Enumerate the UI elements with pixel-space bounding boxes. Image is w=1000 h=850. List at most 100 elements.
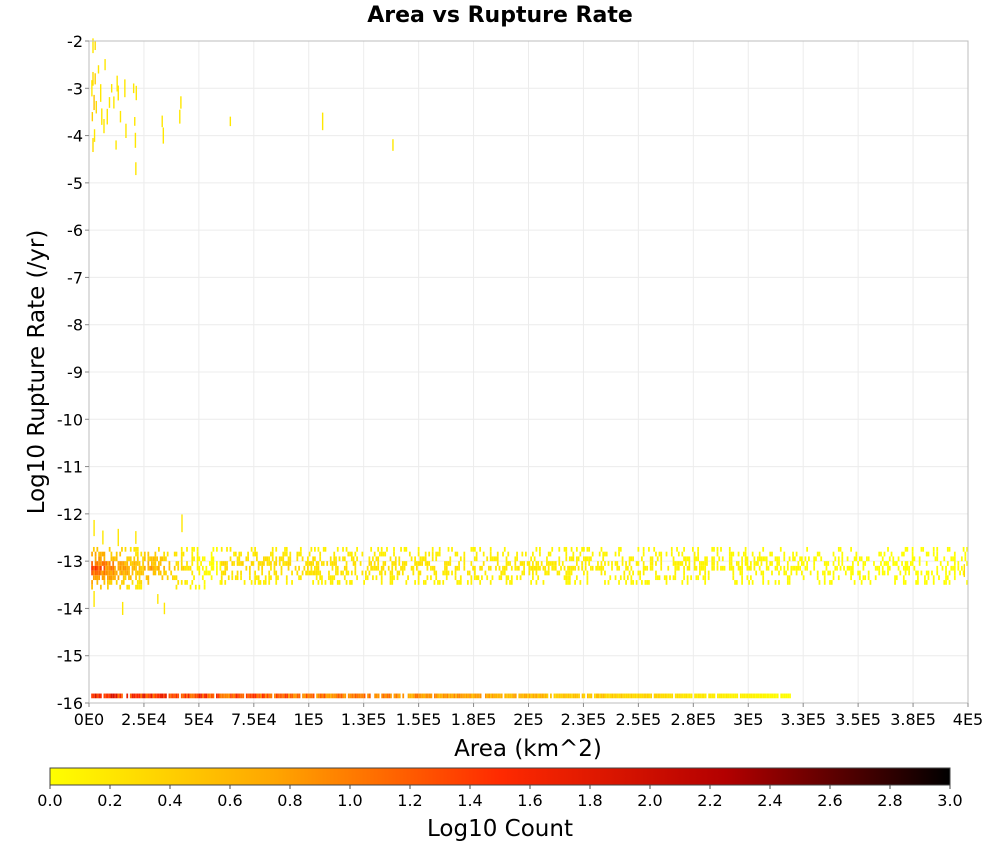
heatmap-cell [892, 561, 895, 566]
x-tick-label: 2.3E5 [561, 710, 607, 729]
heatmap-cell [430, 575, 432, 581]
heatmap-cell [303, 565, 306, 571]
heatmap-cell [187, 565, 190, 571]
heatmap-cell [124, 565, 127, 571]
heatmap-cell [883, 551, 886, 557]
heatmap-cell [786, 561, 789, 566]
heatmap-cell [287, 561, 290, 566]
heatmap-cell [101, 551, 104, 557]
heatmap-cell [152, 556, 155, 562]
heatmap-cell [727, 693, 730, 699]
heatmap-cell [549, 561, 552, 566]
heatmap-cell [135, 584, 137, 590]
heatmap-cell [149, 556, 151, 562]
heatmap-cell [608, 693, 610, 699]
heatmap-cell [347, 693, 350, 699]
heatmap-cell [557, 693, 559, 699]
heatmap-cell [180, 580, 183, 585]
heatmap-cell [521, 693, 524, 699]
heatmap-cell [607, 561, 610, 566]
heatmap-cell [345, 561, 348, 566]
heatmap-cell [275, 546, 278, 552]
heatmap-cell [499, 693, 501, 699]
x-tick-label: 2.5E4 [121, 710, 167, 729]
heatmap-cell [488, 565, 490, 571]
heatmap-cell [818, 580, 821, 585]
heatmap-cell [268, 561, 271, 566]
heatmap-cell [182, 693, 185, 699]
heatmap-cell [583, 693, 586, 699]
heatmap-cell [314, 546, 316, 552]
heatmap-cell [231, 570, 234, 576]
heatmap-cell [124, 546, 127, 552]
heatmap-cell [837, 575, 840, 581]
heatmap-cell [240, 693, 243, 699]
heatmap-cell [611, 565, 613, 571]
heatmap-cell [275, 561, 278, 566]
heatmap-cell [697, 693, 700, 699]
heatmap-cell [315, 565, 318, 571]
heatmap-cell [604, 693, 607, 699]
heatmap-cell [779, 546, 782, 552]
heatmap-cell [379, 570, 381, 576]
heatmap-cell [449, 556, 452, 562]
heatmap-cell [641, 580, 643, 585]
heatmap-cell [156, 556, 159, 562]
heatmap-cell [317, 693, 320, 699]
heatmap-cell [437, 551, 439, 557]
heatmap-cell [728, 551, 731, 557]
heatmap-cell [911, 551, 914, 557]
heatmap-cell [908, 570, 910, 576]
heatmap-cell [343, 565, 346, 571]
heatmap-cell [266, 561, 269, 566]
heatmap-cell [347, 570, 350, 576]
heatmap-cell [438, 551, 441, 557]
heatmap-cell [827, 561, 830, 566]
heatmap-cell [500, 575, 503, 581]
heatmap-cell [172, 575, 174, 581]
heatmap-cell [704, 580, 707, 585]
heatmap-cell [339, 693, 341, 699]
heatmap-cell [567, 570, 569, 576]
heatmap-cell [488, 693, 491, 699]
heatmap-cell [442, 693, 445, 699]
heatmap-cell [667, 693, 670, 699]
heatmap-cell [609, 693, 612, 699]
heatmap-cell [198, 693, 201, 699]
heatmap-cell [242, 693, 245, 699]
heatmap-cell [131, 570, 134, 576]
heatmap-cell [507, 693, 510, 699]
heatmap-cell [331, 580, 334, 585]
heatmap-cell [674, 693, 677, 699]
heatmap-cell [135, 561, 137, 566]
heatmap-cell [644, 565, 647, 571]
heatmap-cell [163, 602, 166, 615]
heatmap-cell [567, 580, 569, 585]
heatmap-cell [305, 570, 307, 576]
heatmap-cell [310, 570, 313, 576]
heatmap-cell [948, 546, 951, 552]
heatmap-cell [373, 565, 376, 571]
heatmap-cell [568, 575, 571, 581]
heatmap-cell [739, 570, 742, 576]
heatmap-cell [925, 570, 928, 576]
heatmap-cell [384, 693, 387, 699]
heatmap-cell [234, 551, 237, 557]
heatmap-cell [509, 693, 512, 699]
heatmap-cell [765, 561, 768, 566]
heatmap-cell [669, 693, 672, 699]
heatmap-cell [336, 570, 339, 576]
heatmap-cell [438, 546, 441, 552]
heatmap-cell [275, 556, 278, 562]
heatmap-cell [484, 693, 487, 699]
heatmap-cell [655, 570, 657, 576]
heatmap-cell [398, 693, 401, 699]
heatmap-cell [902, 575, 905, 581]
heatmap-cell [336, 580, 339, 585]
heatmap-cell [380, 575, 383, 581]
heatmap-cell [203, 580, 206, 585]
heatmap-cell [133, 565, 136, 571]
heatmap-cell [291, 580, 293, 585]
heatmap-cell [343, 556, 346, 562]
heatmap-cell [319, 556, 322, 562]
